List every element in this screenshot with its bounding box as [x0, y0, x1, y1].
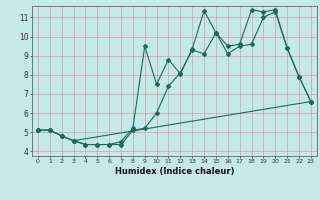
X-axis label: Humidex (Indice chaleur): Humidex (Indice chaleur): [115, 167, 234, 176]
